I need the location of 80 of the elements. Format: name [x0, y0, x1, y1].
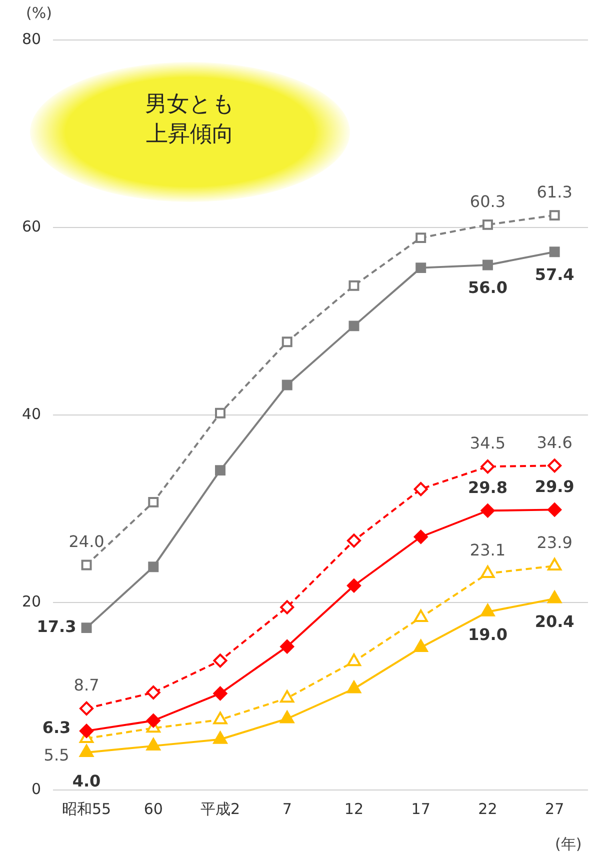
- data-label: 20.4: [534, 612, 574, 631]
- point: [146, 686, 160, 700]
- data-label: 8.7: [74, 676, 100, 695]
- point: [282, 336, 292, 348]
- data-label: 6.3: [42, 718, 71, 738]
- point: [482, 219, 493, 230]
- data-label: 61.3: [536, 182, 572, 202]
- point: [146, 738, 160, 750]
- x-tick-label: 22: [478, 800, 498, 818]
- point: [414, 610, 428, 622]
- point: [80, 724, 94, 738]
- y-tick-label: 40: [22, 404, 42, 423]
- point: [346, 534, 361, 548]
- point: [346, 654, 362, 666]
- data-label: 57.4: [534, 265, 574, 284]
- point: [549, 210, 560, 221]
- point: [213, 731, 228, 744]
- data-label: 56.0: [468, 278, 508, 298]
- point: [80, 701, 94, 716]
- point: [280, 640, 294, 654]
- point: [548, 590, 562, 604]
- point: [213, 712, 228, 724]
- point: [79, 744, 94, 757]
- data-label: 5.5: [44, 746, 70, 765]
- point: [480, 565, 495, 578]
- point: [282, 380, 292, 390]
- point: [480, 504, 495, 518]
- point: [482, 260, 493, 270]
- x-axis-title: (年): [555, 835, 582, 854]
- annotation: 男女とも上昇傾向: [144, 91, 236, 149]
- point: [480, 604, 495, 616]
- x-tick-label: 17: [411, 800, 430, 818]
- y-tick-label: 20: [22, 592, 42, 610]
- x-tick-label: 昭和55: [62, 800, 112, 818]
- y-tick-label: 60: [22, 217, 42, 236]
- point: [280, 710, 294, 724]
- point: [213, 654, 228, 668]
- x-tick-label: 平成2: [200, 800, 240, 818]
- point: [414, 482, 428, 496]
- point: [346, 680, 362, 694]
- data-label: 34.5: [470, 434, 506, 453]
- point: [346, 578, 361, 593]
- point: [480, 460, 495, 474]
- point: [348, 320, 360, 332]
- data-label: 24.0: [68, 532, 104, 552]
- data-label: 34.6: [536, 432, 572, 452]
- data-label: 19.0: [468, 625, 508, 644]
- point: [414, 640, 428, 652]
- point: [146, 714, 160, 728]
- point: [416, 232, 426, 244]
- point: [81, 560, 92, 570]
- x-tick-label: 12: [344, 800, 364, 818]
- point: [215, 408, 226, 418]
- point: [348, 280, 360, 291]
- point: [416, 262, 426, 274]
- data-label: 29.8: [468, 478, 508, 497]
- data-label: 17.3: [36, 616, 76, 636]
- point: [148, 496, 159, 508]
- point: [548, 558, 562, 570]
- point: [215, 465, 226, 476]
- y-axis-title: (%): [26, 4, 52, 22]
- x-tick-label: 7: [282, 800, 292, 818]
- x-tick-label: 27: [545, 800, 564, 818]
- x-tick-label: 60: [144, 800, 163, 818]
- point: [548, 458, 562, 473]
- point: [148, 562, 159, 572]
- point: [213, 686, 228, 700]
- point: [549, 246, 560, 258]
- data-label: 60.3: [470, 192, 506, 211]
- point: [280, 690, 294, 703]
- point: [548, 502, 562, 517]
- data-label: 4.0: [72, 772, 101, 791]
- data-label: 29.9: [534, 476, 574, 496]
- data-label: 23.9: [536, 533, 572, 552]
- y-tick-label: 0: [32, 780, 42, 798]
- y-tick-label: 80: [22, 30, 42, 48]
- point: [81, 622, 92, 634]
- data-label: 23.1: [470, 540, 506, 560]
- point: [414, 530, 428, 544]
- point: [280, 600, 294, 614]
